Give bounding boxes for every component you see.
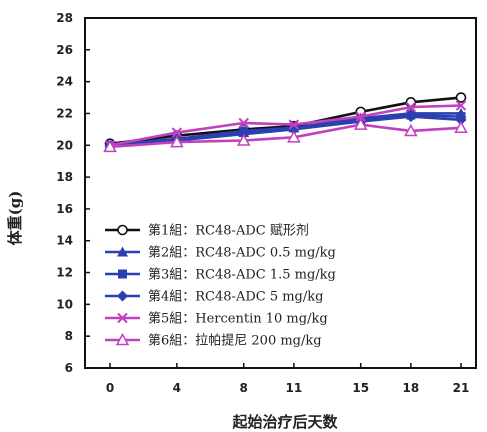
data-point <box>455 114 467 126</box>
y-tick-label: 22 <box>56 106 73 120</box>
data-point <box>236 133 251 146</box>
data-point <box>405 111 417 123</box>
y-axis: 6 8 10 12 14 16 18 20 22 24 26 28 <box>56 11 90 375</box>
data-point <box>455 100 467 111</box>
y-tick-label: 20 <box>56 138 73 152</box>
legend-swatch-marker <box>117 290 128 302</box>
data-point <box>353 117 368 130</box>
y-tick-label: 24 <box>56 75 73 89</box>
plot-frame <box>84 17 477 369</box>
y-tick-label: 16 <box>56 202 73 216</box>
x-tick-label: 18 <box>403 381 420 395</box>
data-point <box>405 97 417 108</box>
y-tick-label: 14 <box>56 234 73 248</box>
y-tick-label: 6 <box>65 361 73 375</box>
legend-label: 第3組：RC48-ADC 1.5 mg/kg <box>148 268 336 283</box>
data-point <box>404 123 418 137</box>
y-axis-title: 体重(g) <box>6 191 24 246</box>
x-axis: 0 4 8 11 15 18 21 <box>106 363 470 395</box>
x-tick-label: 0 <box>106 381 114 395</box>
x-tick-label: 11 <box>286 381 303 395</box>
legend-swatch-marker <box>118 269 127 279</box>
data-point <box>287 130 301 143</box>
legend-item: 第1組：RC48-ADC 赋形剂 <box>105 224 309 239</box>
legend-item: 第4組：RC48-ADC 5 mg/kg <box>105 290 323 305</box>
x-tick-label: 8 <box>240 381 248 395</box>
data-point <box>171 127 183 138</box>
series-5 <box>104 100 467 151</box>
legend-label: 第5組：Hercentin 10 mg/kg <box>148 312 328 327</box>
x-tick-label: 15 <box>352 381 369 395</box>
data-point <box>170 135 184 148</box>
series-layer <box>103 92 468 153</box>
legend-swatch-marker <box>115 332 130 346</box>
data-point <box>103 139 117 153</box>
data-point <box>455 92 467 103</box>
legend-item: 第5組：Hercentin 10 mg/kg <box>105 312 328 327</box>
legend-swatch-marker <box>117 246 128 257</box>
x-tick-label: 4 <box>173 381 181 395</box>
legend-item: 第3組：RC48-ADC 1.5 mg/kg <box>105 268 336 283</box>
legend-item: 第2組：RC48-ADC 0.5 mg/kg <box>105 246 336 261</box>
legend-swatch-marker <box>117 312 128 324</box>
y-tick-label: 26 <box>56 43 73 57</box>
legend-item: 第6組：拉帕提尼 200 mg/kg <box>105 333 322 349</box>
data-point <box>355 111 366 122</box>
y-tick-label: 8 <box>65 329 73 343</box>
legend-label: 第6組：拉帕提尼 200 mg/kg <box>148 333 322 349</box>
y-tick-label: 10 <box>56 297 73 311</box>
legend-label: 第4組：RC48-ADC 5 mg/kg <box>148 290 323 305</box>
series-6 <box>103 117 468 153</box>
data-point <box>238 117 249 129</box>
data-point <box>405 101 417 113</box>
y-tick-label: 28 <box>56 11 73 25</box>
x-axis-title: 起始治疗后天数 <box>231 413 338 431</box>
y-tick-label: 18 <box>56 170 73 184</box>
y-tick-label: 12 <box>56 266 73 280</box>
legend-label: 第1組：RC48-ADC 赋形剂 <box>148 224 309 239</box>
x-tick-label: 21 <box>453 381 470 395</box>
legend-swatch-marker <box>117 224 128 236</box>
data-point <box>454 120 468 134</box>
data-point <box>288 119 300 130</box>
legend-label: 第2組：RC48-ADC 0.5 mg/kg <box>148 246 336 261</box>
